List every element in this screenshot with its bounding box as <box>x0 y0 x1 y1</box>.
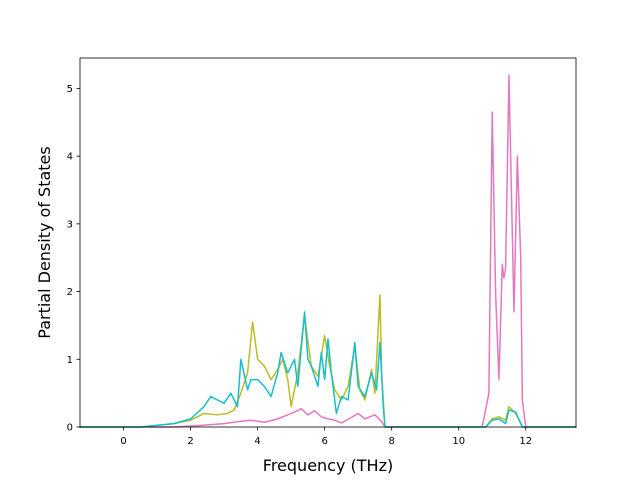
y-axis-label: Partial Density of States <box>35 146 54 338</box>
x-tick-label: 2 <box>187 436 193 447</box>
x-tick-label: 0 <box>120 436 126 447</box>
x-tick-label: 4 <box>254 436 260 447</box>
y-tick-label: 1 <box>67 355 73 366</box>
y-tick-label: 3 <box>67 219 73 230</box>
y-axis: 0 1 2 3 4 5 <box>67 84 80 434</box>
x-tick-label: 8 <box>388 436 394 447</box>
x-axis-label: Frequency (THz) <box>263 456 393 475</box>
plot-area <box>79 57 577 428</box>
y-tick-label: 2 <box>67 287 73 298</box>
x-axis: 0 2 4 6 8 10 12 <box>120 427 532 447</box>
x-tick-label: 6 <box>321 436 327 447</box>
x-tick-label: 10 <box>452 436 465 447</box>
y-tick-label: 4 <box>67 152 73 163</box>
y-tick-label: 5 <box>67 84 73 95</box>
plot-frame <box>79 57 577 428</box>
y-tick-label: 0 <box>67 423 73 434</box>
series-line-1 <box>79 74 577 428</box>
x-tick-label: 12 <box>519 436 532 447</box>
